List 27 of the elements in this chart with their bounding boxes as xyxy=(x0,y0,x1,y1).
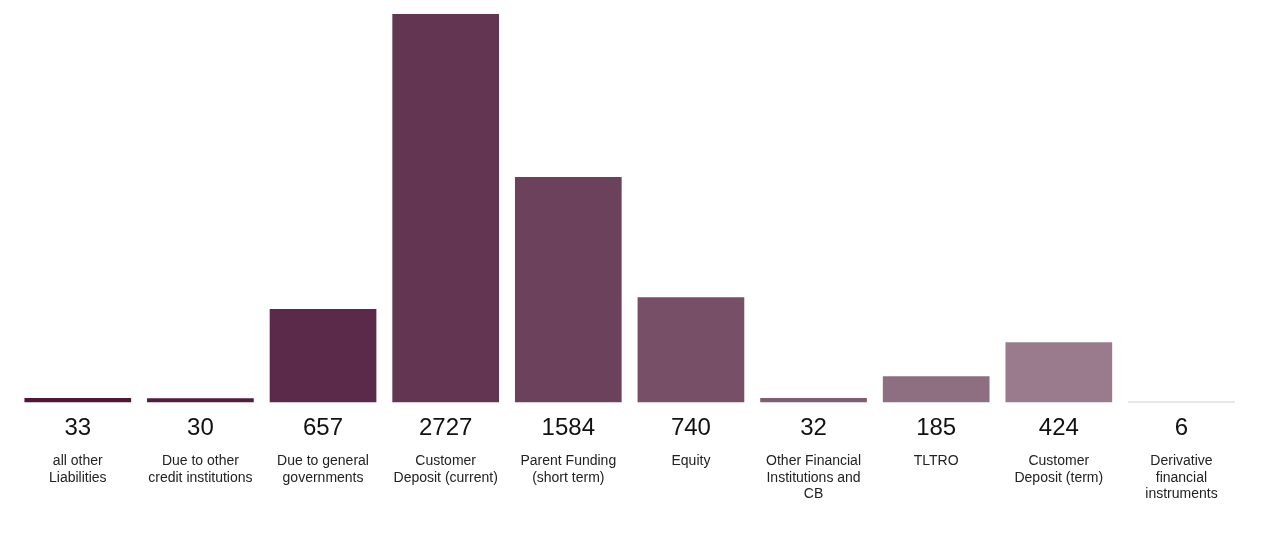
data-label: 424 xyxy=(1038,413,1079,441)
data-label: 30 xyxy=(187,413,214,441)
bar xyxy=(392,14,500,403)
x-tick-label: Due to other credit institutions xyxy=(148,451,253,485)
data-label: 6 xyxy=(1174,413,1189,441)
x-tick-label: Derivative financial instruments xyxy=(1145,451,1218,502)
bar xyxy=(147,398,254,403)
x-tick-label: Customer Deposit (current) xyxy=(393,451,498,485)
x-tick-label: Customer Deposit (term) xyxy=(1014,451,1104,485)
x-tick-label: Equity xyxy=(671,451,711,468)
data-label: 740 xyxy=(670,413,711,441)
data-label: 657 xyxy=(303,413,344,441)
bar xyxy=(882,376,990,403)
x-tick-label: Parent Funding (short term) xyxy=(520,451,617,485)
x-tick-label: Due to general governments xyxy=(277,451,369,485)
data-label: 1584 xyxy=(541,413,595,441)
x-tick-label: TLTRO xyxy=(913,451,959,468)
data-label: 2727 xyxy=(418,413,473,441)
data-label: 33 xyxy=(64,413,92,441)
bar xyxy=(514,176,622,403)
bar xyxy=(637,297,745,403)
x-tick-label: Other Financial Institutions and CB xyxy=(766,451,862,502)
x-tick-label: all other Liabilities xyxy=(48,451,107,485)
bar xyxy=(269,308,377,403)
data-label: 32 xyxy=(800,413,827,441)
bar xyxy=(1005,342,1113,403)
data-label: 185 xyxy=(916,413,957,441)
